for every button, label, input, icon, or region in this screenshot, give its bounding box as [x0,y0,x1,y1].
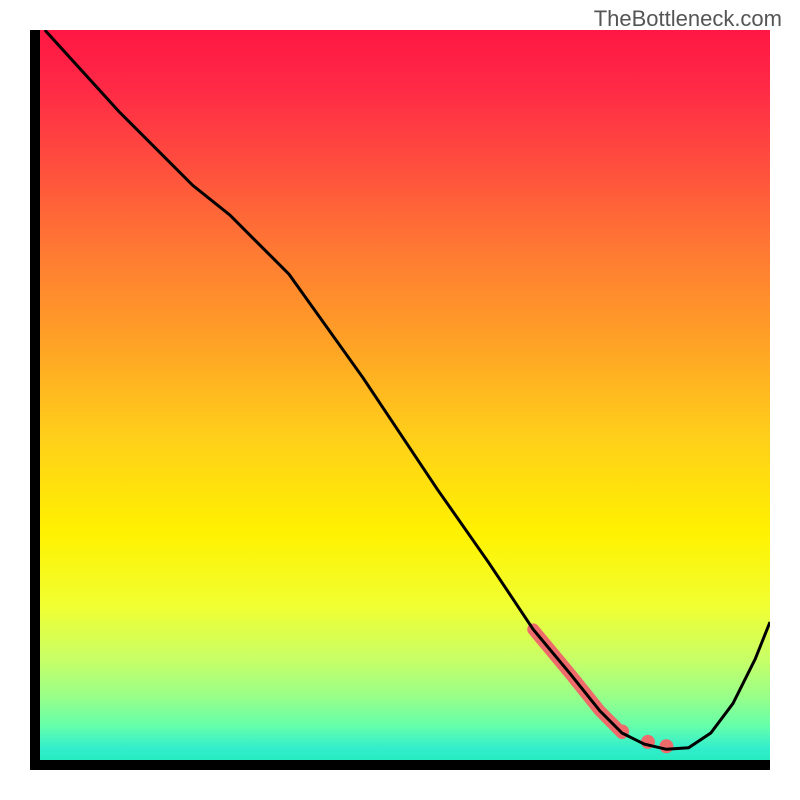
watermark-text: TheBottleneck.com [594,6,782,32]
bottleneck-chart: TheBottleneck.com [0,0,800,800]
gradient-background [30,30,770,770]
y-axis [30,30,40,770]
x-axis [30,760,770,770]
plot-area [30,30,770,770]
